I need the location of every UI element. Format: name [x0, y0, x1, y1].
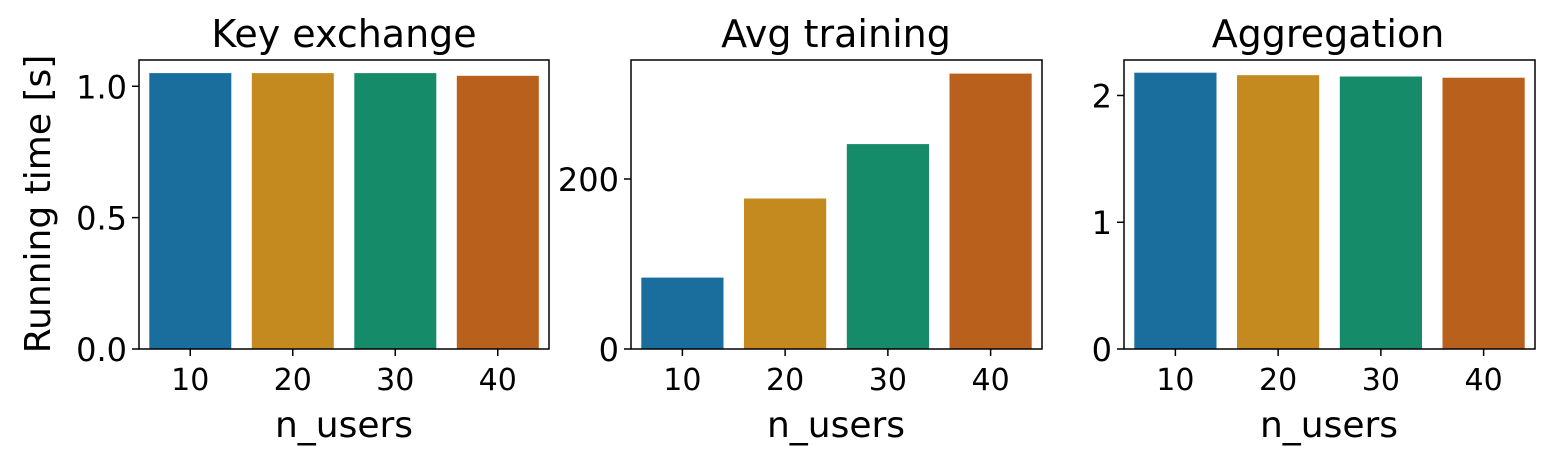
y-tick-label: 0.5	[76, 200, 127, 238]
x-axis-label: n_users	[767, 405, 905, 446]
panel-key-exchange: Key exchange 0.00.51.0 10 20 30 40 n_users …	[18, 12, 550, 446]
panel-avg-training: Avg training 0 200 10 20 30 40 n_users	[558, 12, 1043, 446]
bars	[1134, 72, 1525, 349]
y-tick-label: 0.0	[76, 331, 127, 369]
x-tick-label: 20	[766, 363, 804, 398]
bar-40	[456, 75, 539, 350]
bar-10	[641, 277, 724, 349]
x-tick-label: 30	[869, 363, 907, 398]
y-axis-ticks: 0 200	[558, 161, 631, 369]
y-axis-ticks: 0 1 2	[1092, 77, 1124, 369]
x-tick-label: 10	[1156, 363, 1194, 398]
y-axis-ticks: 0.0 0.5 1.0	[76, 68, 139, 369]
bars	[641, 73, 1032, 349]
x-tick-label: 40	[479, 363, 517, 398]
y-tick-label: 200	[558, 161, 619, 199]
x-axis-ticks: 10 20 30 40	[1156, 349, 1503, 398]
x-tick-label: 20	[274, 363, 312, 398]
chart-title: Aggregation	[1212, 12, 1445, 56]
chart-title: Key exchange	[211, 12, 476, 56]
y-tick-label: 1.0	[76, 68, 127, 106]
bar-30	[846, 144, 929, 349]
bar-20	[744, 198, 827, 349]
x-axis-label: n_users	[275, 405, 413, 446]
bar-30	[354, 73, 437, 349]
plot-frame	[138, 59, 550, 350]
panel-aggregation: Aggregation 0 1 2 10 20 30 40 n_users	[1092, 12, 1536, 446]
x-tick-label: 10	[171, 363, 209, 398]
bar-20	[251, 73, 334, 349]
bar-30	[1339, 76, 1422, 349]
y-tick-label: 1	[1092, 204, 1112, 242]
y-tick-label: 0	[599, 331, 619, 369]
bar-40	[1442, 77, 1525, 349]
y-tick-label: 0	[1092, 331, 1112, 369]
bar-20	[1237, 75, 1320, 349]
x-axis-ticks: 10 20 30 40	[171, 349, 517, 398]
plot-frame	[630, 59, 1043, 350]
x-axis-label: n_users	[1260, 405, 1398, 446]
y-tick-label: 2	[1092, 77, 1112, 115]
bar-40	[949, 73, 1032, 349]
y-axis-label: Running time [s]	[18, 55, 59, 354]
plot-frame	[1123, 59, 1536, 350]
x-tick-label: 40	[1465, 363, 1503, 398]
x-tick-label: 20	[1259, 363, 1297, 398]
x-tick-label: 40	[972, 363, 1010, 398]
bar-10	[149, 73, 232, 349]
bar-10	[1134, 72, 1217, 349]
chart-title: Avg training	[721, 12, 951, 56]
x-tick-label: 10	[663, 363, 701, 398]
bars	[149, 73, 539, 350]
x-tick-label: 30	[1362, 363, 1400, 398]
x-axis-ticks: 10 20 30 40	[663, 349, 1010, 398]
x-tick-label: 30	[376, 363, 414, 398]
